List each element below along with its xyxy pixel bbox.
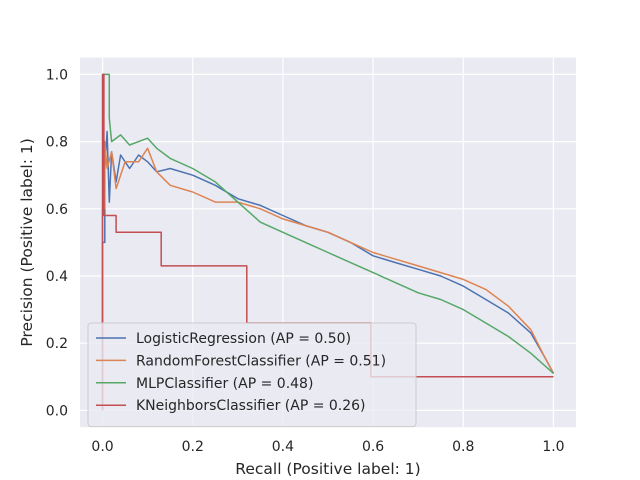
x-tick-label: 0.4 <box>272 439 294 455</box>
x-axis-label: Recall (Positive label: 1) <box>235 460 420 478</box>
legend-box <box>87 322 417 428</box>
y-tick-label: 0.2 <box>46 336 68 352</box>
x-tick-label: 0.6 <box>362 439 384 455</box>
x-tick-label: 1.0 <box>542 439 564 455</box>
legend-label: LogisticRegression (AP = 0.50) <box>136 331 351 347</box>
x-ticks: 0.0 0.2 0.4 0.6 0.8 1.0 <box>91 439 564 455</box>
x-tick-label: 0.8 <box>452 439 474 455</box>
y-tick-label: 0.0 <box>46 403 68 419</box>
y-tick-label: 1.0 <box>46 67 68 83</box>
legend-label: MLPClassifier (AP = 0.48) <box>136 376 313 392</box>
y-axis-label: Precision (Positive label: 1) <box>18 138 36 346</box>
series-line-2 <box>102 73 554 374</box>
x-tick-label: 0.2 <box>182 439 204 455</box>
y-tick-label: 0.6 <box>46 202 68 218</box>
y-tick-label: 0.4 <box>46 269 68 285</box>
legend-label: RandomForestClassifier (AP = 0.51) <box>136 353 386 369</box>
legend-label: KNeighborsClassifier (AP = 0.26) <box>136 398 366 414</box>
x-tick-label: 0.0 <box>91 439 113 455</box>
series-line-1 <box>101 140 555 411</box>
legend: LogisticRegression (AP = 0.50) RandomFore… <box>87 322 417 428</box>
y-tick-label: 0.8 <box>46 135 68 151</box>
y-ticks: 0.0 0.2 0.4 0.6 0.8 1.0 <box>46 67 68 419</box>
